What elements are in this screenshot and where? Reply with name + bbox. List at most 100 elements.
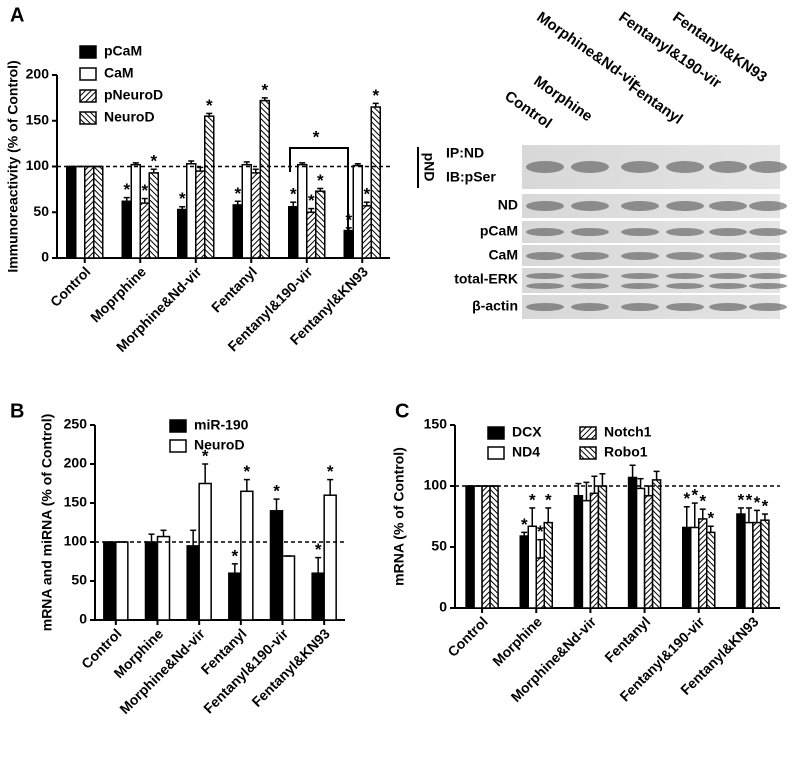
bar	[465, 485, 475, 609]
significance-marker: *	[754, 493, 761, 512]
bar	[241, 163, 252, 259]
legend-label: Robo1	[604, 444, 648, 460]
bar	[489, 485, 499, 609]
y-tick-label: 50	[71, 572, 87, 588]
y-tick-label: 0	[79, 611, 87, 627]
legend-swatch	[79, 67, 97, 81]
significance-marker: *	[202, 446, 209, 465]
bar	[186, 163, 197, 259]
legend-swatch	[579, 426, 597, 440]
blot-band	[749, 273, 787, 279]
western-blot: ControlMorphineMorphine&Nd-virFentanylFe…	[417, 9, 787, 319]
significance-marker: *	[261, 80, 268, 99]
x-tick-label: Morphine	[489, 613, 545, 669]
y-tick-label: 250	[64, 416, 88, 432]
blot-band	[621, 303, 659, 311]
bar	[323, 494, 337, 621]
blot-band	[621, 283, 659, 289]
bar	[535, 557, 545, 609]
blot-strip	[522, 268, 780, 293]
bar	[259, 99, 270, 259]
blot-band	[571, 283, 609, 289]
x-tick-label: Fentanyl	[601, 613, 653, 665]
x-tick-label: Control	[444, 613, 491, 660]
blot-band	[666, 273, 704, 279]
blot-band	[571, 228, 609, 236]
bar	[315, 190, 326, 259]
bar	[84, 165, 95, 259]
legend-swatch	[79, 111, 97, 125]
bar	[66, 165, 77, 259]
bar	[156, 535, 171, 621]
legend-label: NeuroD	[194, 437, 245, 453]
blot-band	[749, 303, 787, 311]
blot-band	[709, 273, 747, 279]
blot-band	[526, 228, 564, 236]
bar	[204, 115, 215, 259]
x-tick-label: Fentanyl	[208, 263, 260, 315]
bar	[744, 521, 754, 609]
blot-band	[666, 283, 704, 289]
blot-band	[571, 303, 609, 311]
blot-band	[526, 273, 564, 279]
significance-marker: *	[308, 191, 315, 210]
blot-band	[709, 161, 747, 173]
y-tick-label: 50	[431, 538, 447, 554]
blot-band	[526, 161, 564, 173]
significance-marker: *	[683, 489, 690, 508]
row-label: CaM	[488, 247, 518, 263]
bar	[186, 545, 200, 621]
legend-label: pNeuroD	[104, 87, 163, 103]
significance-marker: *	[372, 86, 379, 105]
y-tick-label: 100	[64, 533, 88, 549]
legend-swatch	[487, 426, 505, 440]
bar	[75, 165, 86, 259]
bar	[115, 541, 129, 621]
bar	[690, 526, 700, 609]
significance-marker: *	[699, 492, 706, 511]
blot-band	[526, 283, 564, 289]
blot-band	[709, 201, 747, 211]
legend-label: Notch1	[604, 424, 652, 440]
y-axis-label: mRNA and miRNA (% of Control)	[39, 414, 55, 632]
bar	[736, 513, 746, 609]
bar	[682, 526, 692, 609]
blot-band	[666, 161, 704, 173]
group-label: pND	[421, 153, 437, 182]
legend-label: pCaM	[104, 43, 142, 59]
blot-band	[621, 228, 659, 236]
blot-band	[571, 252, 609, 260]
bar	[473, 485, 483, 609]
blot-band	[666, 303, 704, 311]
blot-band	[666, 228, 704, 236]
blot-band	[526, 201, 564, 211]
bar	[343, 229, 354, 259]
legend-label: DCX	[512, 424, 542, 440]
blot-band	[749, 201, 787, 211]
bar	[311, 572, 325, 621]
blot-band	[749, 228, 787, 236]
x-tick-label: Fentanyl&KN93	[248, 625, 333, 710]
significance-marker: *	[179, 189, 186, 208]
significance-marker: *	[290, 185, 297, 204]
bar	[627, 476, 638, 609]
blot-band	[526, 303, 564, 311]
blot-band	[621, 273, 659, 279]
significance-marker: *	[234, 184, 241, 203]
blot-band	[709, 303, 747, 311]
bar	[597, 485, 608, 609]
y-tick-label: 0	[41, 249, 49, 265]
bar	[148, 172, 159, 259]
bar	[250, 172, 261, 259]
bar	[352, 164, 363, 259]
significance-marker: *	[762, 497, 769, 516]
bar	[760, 519, 770, 609]
bar	[121, 200, 132, 259]
y-axis-label: mRNA (% of Control)	[391, 447, 407, 586]
blot-band	[526, 252, 564, 260]
bar	[93, 165, 104, 259]
blot-band	[571, 161, 609, 173]
y-tick-label: 200	[26, 66, 50, 82]
bar	[706, 531, 716, 609]
